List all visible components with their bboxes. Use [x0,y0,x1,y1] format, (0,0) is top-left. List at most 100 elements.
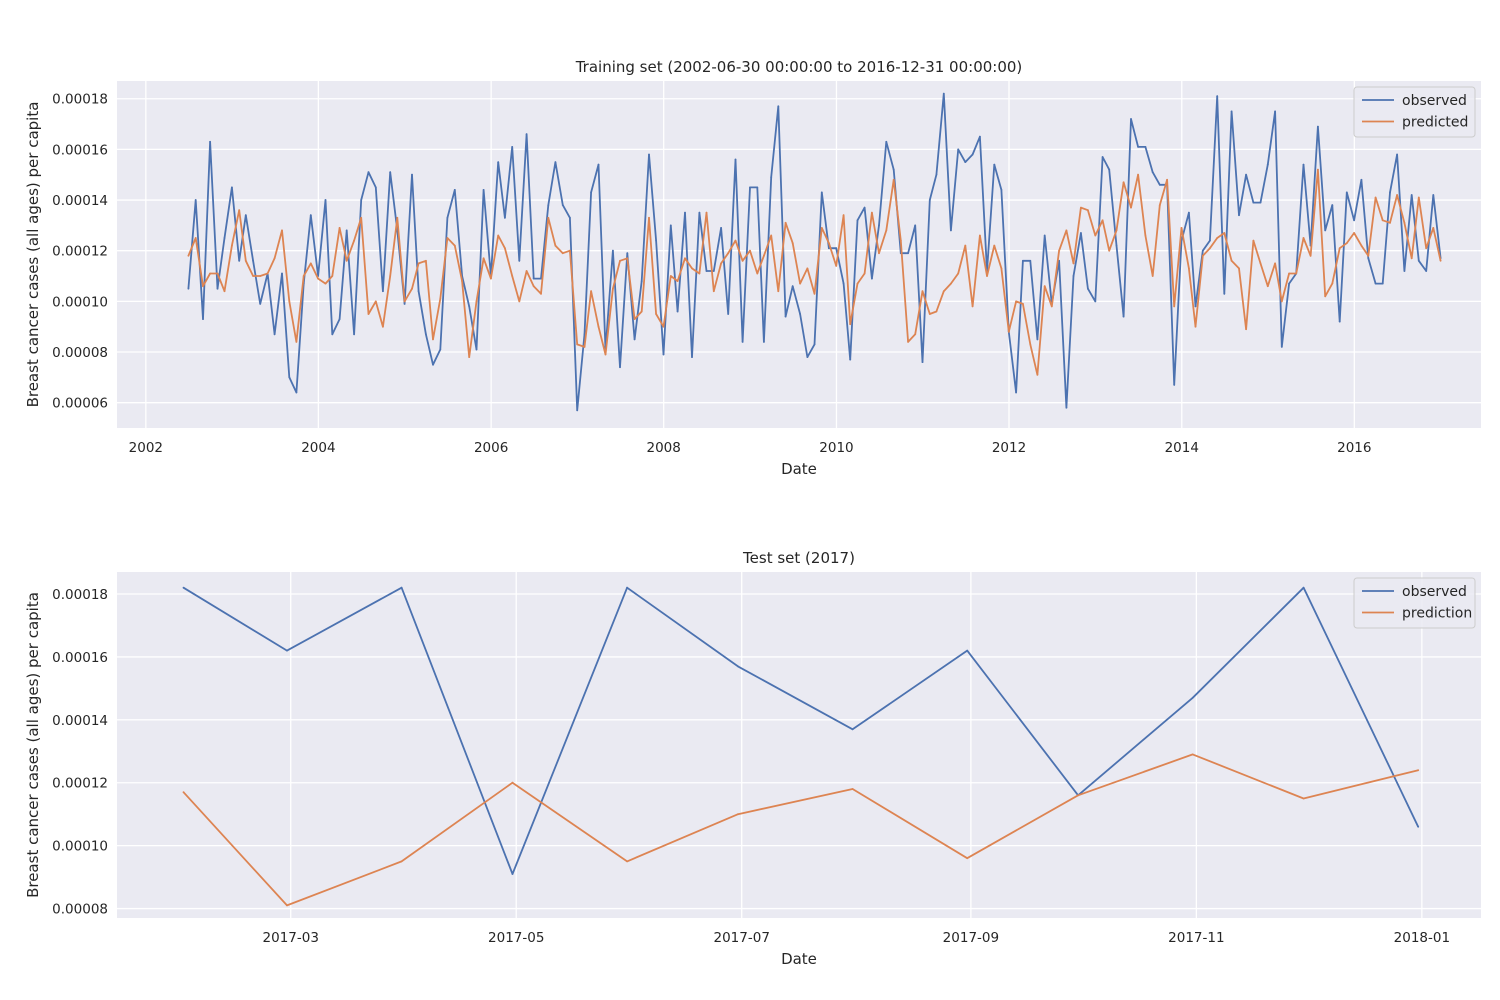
y-tick-label: 0.00018 [52,587,108,603]
data-point-predicted [648,216,650,219]
data-point-predicted [1367,254,1370,257]
data-point-predicted [1036,373,1039,376]
data-point-predicted [331,275,334,277]
data-point-predicted [1324,295,1327,298]
data-point-observed [1022,259,1024,262]
legend-label-observed: observed [1402,93,1467,109]
data-point-observed [727,313,730,315]
y-axis-label: Breast cancer cases (all ages) per capit… [24,102,42,408]
data-point-observed [1122,315,1125,318]
data-point-observed [979,135,981,138]
data-point-predicted [899,239,902,242]
data-point-predicted [561,252,564,255]
data-point-predicted [892,178,895,181]
data-point-predicted [626,257,629,260]
data-point-predicted [749,249,751,252]
data-point-observed [842,282,845,285]
data-point-observed [964,161,967,164]
data-point-observed [871,277,873,280]
data-point-predicted [403,300,406,303]
chart-title: Test set (2017) [742,549,855,567]
data-point-observed [1259,201,1262,204]
data-point-observed [231,186,233,189]
y-tick-label: 0.00014 [52,713,108,729]
data-point-observed [345,229,348,232]
data-point-prediction [851,788,854,790]
data-point-predicted [1173,305,1176,308]
data-point-predicted [756,272,759,275]
series-line-observed [183,586,1420,875]
data-point-predicted [1029,343,1032,346]
data-point-predicted [244,259,247,262]
data-point-observed [777,105,780,108]
data-point-predicted [1050,305,1053,308]
data-point-predicted [360,216,363,219]
data-point-observed [1302,163,1305,166]
data-point-observed [273,333,276,336]
data-point-observed [403,303,406,305]
data-point-predicted [461,280,463,282]
data-point-observed [590,191,592,194]
data-point-observed [389,171,392,174]
data-point-predicted [727,252,730,255]
data-point-predicted [1396,194,1398,196]
data-point-observed [763,341,765,343]
data-point-predicted [712,290,715,293]
data-point-predicted [835,265,838,267]
data-point-observed [281,272,283,275]
data-point-predicted [547,216,550,219]
x-tick-label: 2017-03 [263,930,319,946]
data-point-predicted [979,234,981,237]
data-point-predicted [1108,249,1111,252]
data-point-observed [957,148,960,151]
data-point-observed [360,199,363,201]
data-point-observed [1288,282,1290,285]
y-tick-label: 0.00012 [52,244,108,260]
y-tick-label: 0.00012 [52,776,108,792]
data-point-predicted [720,262,722,265]
data-point-observed [532,277,535,280]
data-point-predicted [1151,275,1154,277]
data-point-predicted [1274,262,1276,265]
data-point-observed [863,206,866,209]
x-tick-label: 2017-09 [943,930,999,946]
data-point-observed [784,315,787,318]
data-point-predicted [1137,173,1139,176]
data-point-observed [626,586,628,589]
data-point-observed [367,171,370,174]
data-point-predicted [791,242,794,245]
data-point-observed [475,348,478,351]
data-point-predicted [1000,267,1003,270]
data-point-predicted [1216,237,1219,239]
data-point-observed [324,199,327,201]
data-point-observed [921,361,924,363]
data-point-predicted [353,239,355,242]
data-point-predicted [482,257,485,260]
data-point-predicted [777,290,780,293]
data-point-predicted [1360,244,1363,247]
data-point-observed [411,173,413,176]
data-point-predicted [655,313,657,315]
data-point-predicted [252,275,255,277]
data-point-predicted [468,356,471,358]
data-point-predicted [676,280,679,282]
y-tick-label: 0.00010 [52,839,108,855]
data-point-predicted [928,313,931,315]
data-point-predicted [921,290,924,293]
data-point-observed [1115,244,1118,247]
data-point-observed [194,199,197,201]
test-chart: 0.00008 0.00010 0.00012 0.00014 0.00016 0.000… [24,549,1481,968]
data-point-observed [813,343,816,346]
data-point-observed [1194,305,1197,308]
x-tick-label: 2017-07 [714,930,770,946]
data-point-observed [425,333,427,336]
data-point-predicted [1180,227,1183,229]
data-point-prediction [737,813,739,816]
data-point-predicted [309,262,312,265]
data-point-observed [446,216,449,219]
data-point-observed [820,191,823,194]
x-tick-label: 2014 [1165,440,1199,456]
data-point-observed [216,287,219,290]
data-point-observed [669,224,672,227]
data-point-observed [1317,125,1319,128]
